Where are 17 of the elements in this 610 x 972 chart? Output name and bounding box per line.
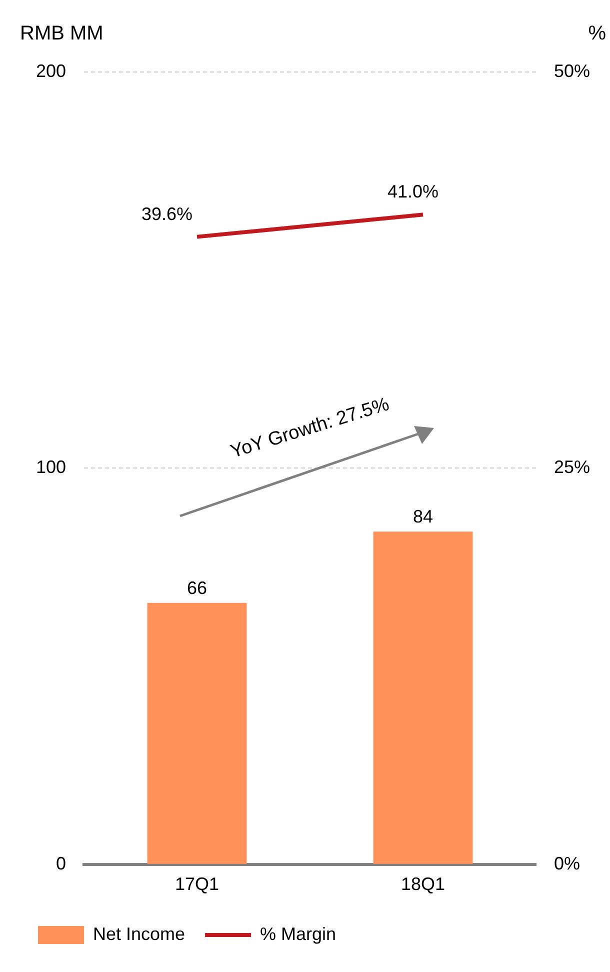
- y2-tick-label: 25%: [554, 457, 590, 478]
- y2-tick-label: 50%: [554, 60, 590, 81]
- y2-tick-label: 0%: [554, 853, 580, 874]
- data-label: 39.6%: [141, 204, 193, 224]
- x-tick-label: 18Q1: [400, 874, 446, 894]
- data-label: 66: [187, 578, 208, 598]
- legend-label: % Margin: [260, 924, 336, 944]
- annotation: YoY Growth: 27.5%: [228, 394, 392, 463]
- y-tick-label: 0: [56, 853, 66, 874]
- data-label: 84: [412, 506, 434, 527]
- data-label: 41.0%: [387, 182, 439, 202]
- y-tick-label: 200: [36, 60, 66, 81]
- y2-axis-title: %: [588, 22, 606, 45]
- legend-label: Net Income: [93, 924, 186, 944]
- y-axis-title: RMB MM: [20, 22, 104, 45]
- y-tick-label: 100: [36, 457, 66, 478]
- x-tick-label: 17Q1: [174, 874, 220, 894]
